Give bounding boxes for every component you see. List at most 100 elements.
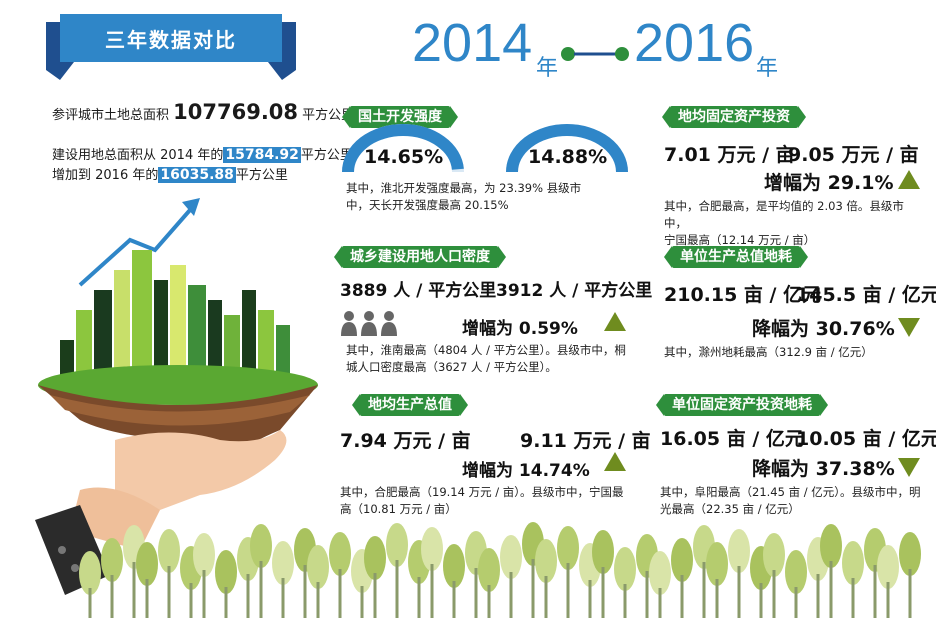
tree-canopy xyxy=(500,535,522,579)
tree-trunk xyxy=(487,585,491,618)
tree-trunk xyxy=(816,574,820,618)
up-arrow-icon xyxy=(604,452,626,471)
land-per-output-note: 其中，滁州地耗最高（312.9 亩 / 亿元） xyxy=(664,344,926,361)
tree-trunk xyxy=(658,588,662,618)
tree-trunk xyxy=(588,580,592,618)
tree-trunk xyxy=(88,588,92,618)
tree-trunk xyxy=(759,583,763,618)
tree-trunk xyxy=(373,573,377,618)
tree-trunk xyxy=(794,587,798,618)
year-end: 2016 xyxy=(634,13,755,73)
land-dev-note-2: 中，天长开发强度最高 20.15% xyxy=(346,198,509,212)
construction-area-2014: 15784.92 xyxy=(223,147,301,163)
tree-trunk xyxy=(908,569,912,618)
tree-trunk xyxy=(145,579,149,618)
pop-density-note-2: 城人口密度最高（3627 人 / 平方公里）。 xyxy=(346,360,557,374)
land-dev-note: 其中，淮北开发强度最高，为 23.39% 县级市 中，天长开发强度最高 20.1… xyxy=(346,180,636,214)
construction-area-prefix-1: 建设用地总面积从 2014 年的 xyxy=(52,148,224,163)
tree-trunk xyxy=(246,574,250,618)
tree-trunk xyxy=(715,579,719,618)
land-dev-note-1: 其中，淮北开发强度最高，为 23.39% 县级市 xyxy=(346,181,582,195)
tree-canopy xyxy=(272,541,294,585)
construction-area-unit-1: 平方公里 xyxy=(300,148,353,163)
tree-trunk xyxy=(430,564,434,618)
year-end-unit: 年 xyxy=(756,56,779,81)
tree-canopy xyxy=(592,530,614,574)
tree-trunk xyxy=(417,577,421,618)
tree-canopy xyxy=(671,538,693,582)
tree-trunk xyxy=(509,572,513,618)
pop-density-change: 增幅为 0.59% xyxy=(462,319,578,339)
tree-canopy xyxy=(329,532,351,576)
land-per-output-note-1: 其中，滁州地耗最高（312.9 亩 / 亿元） xyxy=(664,345,873,359)
tree-canopy xyxy=(443,544,465,588)
gdp-per-land-note-1: 其中，合肥最高（19.14 万元 / 亩）。县级市中，宁国最 xyxy=(340,485,624,499)
land-per-invest-change: 降幅为 37.38% xyxy=(752,458,895,480)
tree-trunk xyxy=(281,578,285,618)
tree-canopy xyxy=(215,550,237,594)
construction-area-line-2: 增加到 2016 年的 16035.88 平方公里 xyxy=(52,164,288,183)
panel-title-land-per-invest: 单位固定资产投资地耗 xyxy=(656,394,828,416)
up-arrow-icon xyxy=(604,312,626,331)
tree-trunk xyxy=(224,587,228,618)
invest-per-land-note: 其中，合肥最高，是平均值的 2.03 倍。县级市中， 宁国最高（12.14 万元… xyxy=(664,198,926,249)
tree-trunk xyxy=(829,561,833,618)
tree-canopy xyxy=(728,529,750,573)
title-ribbon xyxy=(46,14,296,80)
land-per-invest-note: 其中，阜阳最高（21.45 亩 / 亿元）。县级市中，明 光最高（22.35 亩… xyxy=(660,484,930,518)
tree-canopy xyxy=(899,532,921,576)
tree-trunk xyxy=(601,567,605,618)
gauge-2016 xyxy=(506,124,628,173)
construction-area-line-1: 建设用地总面积从 2014 年的 15784.92 平方公里 xyxy=(52,144,353,163)
tree-canopy xyxy=(877,545,899,589)
tree-trunk xyxy=(303,565,307,618)
tree-canopy xyxy=(364,536,386,580)
land-per-invest-note-1: 其中，阜阳最高（21.45 亩 / 亿元）。县级市中，明 xyxy=(660,485,921,499)
invest-per-land-2016: 9.05 万元 / 亩 xyxy=(788,144,919,166)
people-icon xyxy=(341,311,397,336)
panel-title-land-per-output: 单位生产总值地耗 xyxy=(664,246,808,268)
pop-density-2016: 3912 人 / 平方公里 xyxy=(496,281,653,301)
tree-trunk xyxy=(110,575,114,618)
gdp-per-land-2016: 9.11 万元 / 亩 xyxy=(520,430,651,452)
gauge-2014 xyxy=(342,124,464,173)
invest-per-land-note-2: 宁国最高（12.14 万元 / 亩） xyxy=(664,233,816,247)
pop-density-note-1: 其中，淮南最高（4804 人 / 平方公里）。县级市中，桐 xyxy=(346,343,626,357)
land-per-output-change: 降幅为 30.76% xyxy=(752,318,895,340)
tree-canopy xyxy=(842,541,864,585)
total-area-unit: 平方公里 xyxy=(302,108,355,123)
tree-trunk xyxy=(544,576,548,618)
tree-trunk xyxy=(873,565,877,618)
year-start: 2014 xyxy=(412,13,533,73)
total-area-value: 107769.08 xyxy=(173,100,299,124)
land-dev-2014: 14.65% xyxy=(364,146,444,168)
tree-canopy xyxy=(785,550,807,594)
connector-icon xyxy=(561,47,629,61)
tree-trunk xyxy=(531,559,535,618)
tree-canopy xyxy=(158,529,180,573)
land-per-output-2016: 145.5 亩 / 亿元 xyxy=(796,284,936,306)
land-per-invest-2016: 10.05 亩 / 亿元 xyxy=(796,428,936,450)
panel-title-pop-density: 城乡建设用地人口密度 xyxy=(334,246,506,268)
tree-trunk xyxy=(623,584,627,618)
land-per-invest-2014: 16.05 亩 / 亿元 xyxy=(660,428,804,450)
total-area-prefix: 参评城市土地总面积 xyxy=(52,108,170,123)
gdp-per-land-change: 增幅为 14.74% xyxy=(462,461,590,481)
down-arrow-icon xyxy=(898,318,920,337)
tree-trunk xyxy=(202,570,206,618)
tree-trunk xyxy=(645,571,649,618)
land-dev-2016: 14.88% xyxy=(528,146,608,168)
pop-density-2014: 3889 人 / 平方公里 xyxy=(340,281,497,301)
tree-trunk xyxy=(316,582,320,618)
ribbon-title: 三年数据对比 xyxy=(105,28,237,52)
land-per-invest-note-2: 光最高（22.35 亩 / 亿元） xyxy=(660,502,800,516)
tree-trunk xyxy=(132,562,136,618)
tree-trunk xyxy=(680,575,684,618)
year-start-unit: 年 xyxy=(536,56,559,81)
tree-trunk xyxy=(259,561,263,618)
construction-area-unit-2: 平方公里 xyxy=(235,168,288,183)
year-header: 2014 年 2016 年 xyxy=(412,13,778,84)
tree-canopy xyxy=(421,527,443,571)
gdp-per-land-note: 其中，合肥最高（19.14 万元 / 亩）。县级市中，宁国最 高（10.81 万… xyxy=(340,484,640,518)
tree-canopy xyxy=(649,551,671,595)
